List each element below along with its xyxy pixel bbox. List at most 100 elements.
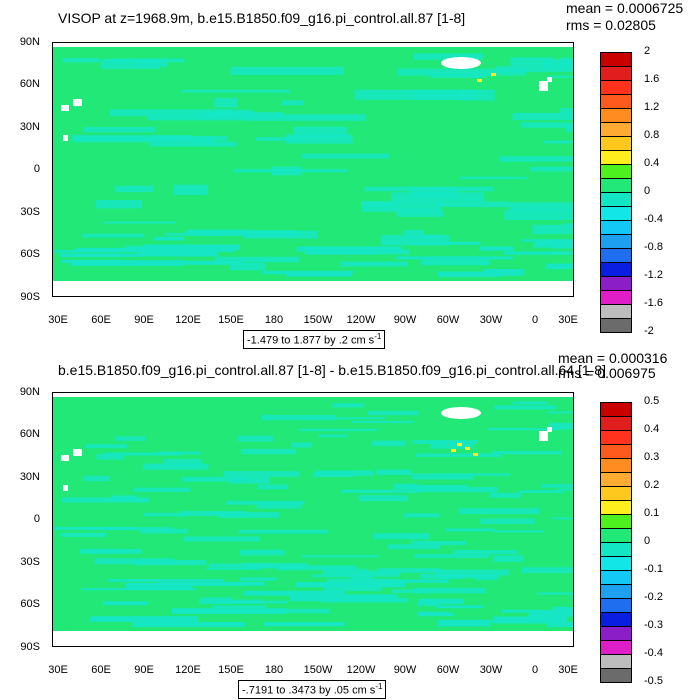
x-tick-label: 30W: [479, 664, 503, 676]
anomaly-band: [435, 201, 510, 208]
colorbar-label: -0.4: [644, 647, 663, 659]
anomaly-band: [557, 488, 573, 491]
anomaly-band: [352, 579, 449, 583]
anomaly-band: [388, 544, 441, 550]
anomaly-band: [510, 57, 553, 67]
bottom-panel: mean = 0.000316 b.e15.B1850.f09_g16.pi_c…: [0, 350, 700, 700]
anomaly-band: [86, 444, 128, 449]
range-exponent: -1: [375, 682, 383, 691]
anomaly-band: [391, 589, 429, 593]
anomaly-band: [318, 434, 348, 438]
colorbar-label: -2: [644, 325, 654, 337]
greenland-mask: [441, 407, 481, 419]
positive-anomaly-speck: [457, 443, 462, 446]
top-mean-label: mean = 0.0006725: [566, 0, 684, 16]
y-tick-label: 30N: [19, 121, 40, 133]
colorbar-swatch: [600, 66, 632, 81]
anomaly-band: [537, 592, 573, 595]
anomaly-band: [256, 137, 302, 141]
anomaly-band: [432, 473, 511, 476]
anomaly-band: [377, 568, 441, 573]
anomaly-band: [83, 475, 111, 482]
x-tick-label: 120W: [346, 314, 376, 326]
anomaly-band: [204, 512, 227, 516]
colorbar-label: 0: [644, 185, 651, 197]
anomaly-band: [181, 89, 291, 93]
colorbar-swatch: [600, 122, 632, 137]
anomaly-band: [492, 530, 545, 533]
range-text: -1.479 to 1.877 by .2 cm s: [247, 334, 375, 347]
bottom-range-box: -.7191 to .3473 by .05 cm s-1: [238, 680, 387, 699]
colorbar-swatch: [600, 248, 632, 263]
colorbar-swatch: [600, 598, 632, 613]
colorbar-label: 1.6: [644, 73, 660, 85]
anomaly-band: [544, 59, 573, 69]
mediterranean-mask: [61, 105, 69, 111]
anomaly-band: [541, 484, 573, 488]
y-tick-label: 90S: [20, 291, 40, 303]
anomaly-band: [410, 540, 467, 546]
anomaly-band: [233, 169, 347, 173]
antarctica-mask: [53, 631, 573, 646]
anomaly-band: [564, 223, 573, 228]
anomaly-band: [397, 68, 527, 76]
colorbar-swatch: [600, 276, 632, 291]
range-text: -.7191 to .3473 by .05 cm s: [242, 684, 376, 697]
colorbar-swatch: [600, 402, 632, 417]
anomaly-band: [332, 403, 364, 408]
colorbar-label: 0.8: [644, 129, 660, 141]
anomaly-band: [361, 200, 442, 212]
y-tick-label: 30S: [20, 556, 40, 568]
anomaly-band: [290, 442, 312, 448]
anomaly-band: [100, 59, 161, 69]
top-map-field: [53, 43, 573, 296]
anomaly-band: [492, 450, 562, 455]
anomaly-band: [367, 410, 419, 416]
anomaly-band: [414, 554, 490, 558]
anomaly-band: [518, 490, 564, 493]
anomaly-band: [522, 239, 573, 242]
anomaly-band: [114, 185, 153, 193]
anomaly-band: [281, 100, 304, 106]
colorbar-label: 0.2: [644, 479, 660, 491]
anomaly-band: [520, 122, 573, 128]
x-tick-label: 120E: [175, 664, 201, 676]
x-tick-label: 150W: [303, 664, 333, 676]
anomaly-band: [238, 529, 329, 534]
anomaly-band: [396, 256, 513, 260]
arctic-mask: [53, 43, 573, 47]
colorbar-swatch: [600, 304, 632, 319]
positive-anomaly-speck: [473, 453, 478, 456]
mediterranean-mask: [73, 449, 82, 456]
anomaly-band: [376, 469, 412, 476]
anomaly-band: [435, 569, 509, 576]
anomaly-band: [290, 594, 398, 602]
colorbar-swatch: [600, 94, 632, 109]
anomaly-band: [487, 427, 560, 431]
colorbar-swatch: [600, 150, 632, 165]
anomaly-band: [263, 622, 345, 627]
anomaly-band: [414, 53, 483, 60]
anomaly-band: [173, 184, 208, 196]
anomaly-band: [79, 548, 125, 554]
anomaly-band: [458, 508, 539, 514]
anomaly-band: [552, 517, 573, 520]
anomaly-band: [504, 209, 573, 220]
baltic-mask: [547, 77, 552, 82]
anomaly-band: [237, 435, 273, 442]
anomaly-band: [276, 565, 357, 571]
anomaly-band: [509, 202, 573, 212]
anomaly-band: [430, 442, 474, 449]
anomaly-band: [115, 436, 146, 441]
colorbar-swatch: [600, 206, 632, 221]
red-sea-mask: [63, 135, 68, 141]
anomaly-band: [549, 422, 573, 429]
red-sea-mask: [63, 485, 68, 491]
anomaly-band: [206, 567, 262, 570]
anomaly-band: [503, 251, 573, 255]
colorbar-swatch: [600, 640, 632, 655]
anomaly-band: [537, 241, 573, 247]
anomaly-band: [560, 108, 573, 115]
anomaly-band: [261, 415, 337, 421]
anomaly-band: [489, 492, 522, 498]
